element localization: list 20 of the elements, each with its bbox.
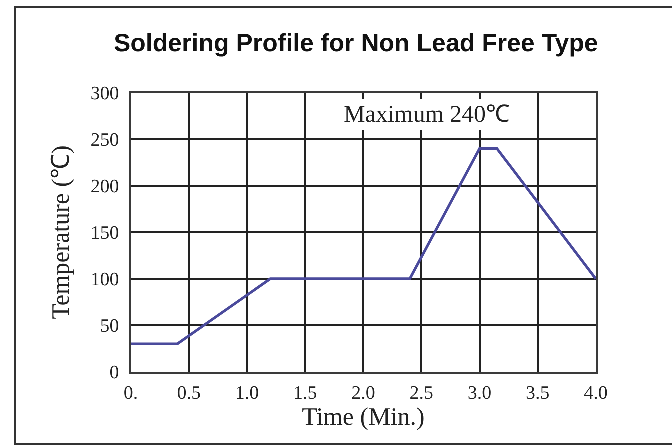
chart-title: Soldering Profile for Non Lead Free Type	[114, 30, 598, 58]
x-tick-label: 1.5	[294, 382, 318, 404]
x-tick-label: 2.0	[352, 382, 376, 404]
x-tick-label: 0.	[124, 382, 138, 404]
annotation: Maximum 240℃	[344, 102, 510, 128]
y-tick-label: 150	[90, 223, 120, 244]
x-tick-label: 2.5	[410, 382, 434, 404]
y-tick-label: 200	[90, 176, 120, 198]
y-tick-label: 300	[90, 84, 120, 105]
x-tick-label: 3.0	[468, 382, 492, 404]
x-tick-label: 4.0	[584, 382, 608, 404]
y-tick-label: 250	[90, 130, 120, 152]
y-tick-label: 50	[100, 316, 120, 338]
x-tick-label: 0.5	[177, 382, 202, 404]
x-tick-label: 1.0	[235, 382, 260, 404]
x-axis-title: Time (Min.)	[302, 404, 425, 431]
y-axis-title: Temperature (℃)	[48, 146, 75, 320]
y-tick-label: 0	[110, 362, 120, 384]
x-tick-label: 3.5	[526, 382, 550, 404]
y-tick-label: 100	[90, 270, 120, 291]
